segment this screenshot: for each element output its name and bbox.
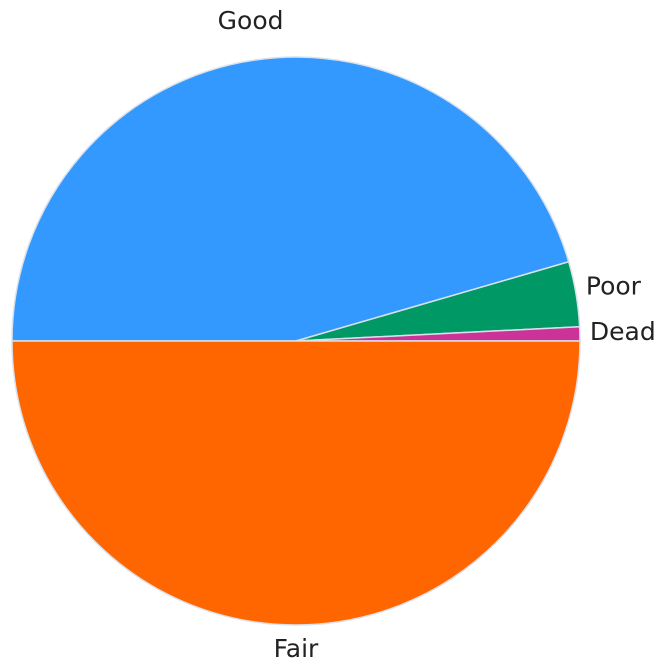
slice-label-poor: Poor bbox=[586, 272, 642, 301]
slice-label-good: Good bbox=[218, 6, 284, 35]
slices-layer bbox=[11, 56, 581, 626]
slice-label-fair: Fair bbox=[274, 634, 319, 663]
pie-slice-good[interactable] bbox=[11, 56, 570, 342]
slice-label-dead: Dead bbox=[590, 317, 656, 346]
pie-slice-fair[interactable] bbox=[11, 340, 581, 626]
labels-layer: Good Poor Dead Fair bbox=[218, 6, 656, 663]
